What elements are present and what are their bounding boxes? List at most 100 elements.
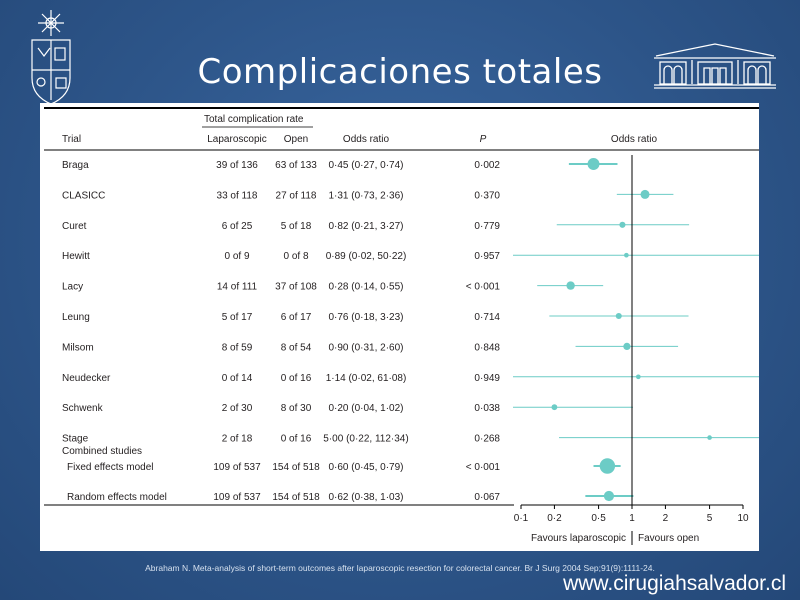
laparoscopic-count: 33 of 118 [217,190,258,201]
laparoscopic-count: 0 of 14 [222,373,253,384]
table-row: Leung 5 of 17 6 of 17 0·76 (0·18, 3·23) 0·71… [62,312,500,323]
laparoscopic-count: 109 of 537 [213,462,261,473]
favours-right-label: Favours open [638,533,699,544]
trial-name: Stage [62,434,89,445]
table-row: Curet 6 of 25 5 of 18 0·82 (0·21, 3·27) 0·77… [62,221,500,232]
p-value: 0·370 [474,190,500,201]
x-tick-label: 2 [663,513,669,524]
column-header-odds-ratio: Odds ratio [343,134,390,145]
favours-left-label: Favours laparoscopic [531,533,626,544]
open-count: 27 of 118 [276,190,317,201]
laparoscopic-count: 109 of 537 [213,492,261,503]
x-tick-label: 0·2 [547,513,562,524]
trial-name: Milsom [62,342,94,353]
odds-ratio-ci: 0·90 (0·31, 2·60) [328,342,403,353]
odds-ratio-ci: 0·76 (0·18, 3·23) [328,312,403,323]
table-row: Stage 2 of 18 0 of 16 5·00 (0·22, 112·34) 0·… [62,434,500,445]
odds-ratio-ci: 0·62 (0·38, 1·03) [328,492,403,503]
trial-name: Hewitt [62,251,90,262]
point-estimate [707,435,712,440]
p-value: 0·268 [474,434,500,445]
trial-name: Curet [62,221,87,232]
point-estimate [587,158,600,170]
point-estimate [566,281,575,290]
point-estimate [599,458,616,474]
combined-studies-label: Combined studies [62,446,142,457]
column-header-laparoscopic: Laparoscopic [207,134,266,145]
trial-name: Random effects model [67,492,167,503]
x-tick-label: 10 [737,513,749,524]
point-estimate [551,404,558,411]
table-row: Schwenk 2 of 30 8 of 30 0·20 (0·04, 1·02) 0·… [62,403,500,414]
laparoscopic-count: 5 of 17 [222,312,253,323]
university-crest-logo [31,10,71,105]
odds-ratio-ci: 0·28 (0·14, 0·55) [328,282,403,293]
open-count: 6 of 17 [281,312,312,323]
p-value: < 0·001 [466,282,501,293]
point-estimate [640,189,650,199]
open-count: 8 of 30 [281,403,312,414]
p-value: 0·038 [474,403,500,414]
slide-title: Complicaciones totales [197,52,603,92]
table-row: Hewitt 0 of 9 0 of 8 0·89 (0·02, 50·22) 0·95… [62,251,500,262]
table-row: Fixed effects model 109 of 537 154 of 518 0… [67,462,500,473]
odds-ratio-ci: 1·31 (0·73, 2·36) [328,190,403,201]
odds-ratio-ci: 0·82 (0·21, 3·27) [328,221,403,232]
point-estimate [623,342,631,351]
column-header-trial: Trial [62,134,81,145]
table-row: Lacy 14 of 111 37 of 108 0·28 (0·14, 0·55) <… [62,282,500,293]
odds-ratio-ci: 0·60 (0·45, 0·79) [328,462,403,473]
trial-name: Schwenk [62,403,104,414]
point-estimate [619,221,626,228]
p-value: < 0·001 [466,462,501,473]
open-count: 8 of 54 [281,342,312,353]
open-count: 154 of 518 [272,492,320,503]
forest-plot-panel: Total complication rate Trial Laparoscop… [40,103,759,551]
point-estimate [624,252,629,258]
laparoscopic-count: 2 of 18 [222,434,253,445]
trial-name: Leung [62,312,90,323]
laparoscopic-count: 6 of 25 [222,221,253,232]
p-value: 0·067 [474,492,500,503]
p-value: 0·949 [474,373,500,384]
odds-ratio-ci: 0·45 (0·27, 0·74) [328,160,403,171]
citation-caption: Abraham N. Meta-analysis of short-term o… [145,563,655,573]
trial-name: Braga [62,160,89,171]
x-tick-label: 1 [629,513,635,524]
point-estimate [635,374,641,380]
trial-name: CLASICC [62,190,105,201]
p-value: 0·957 [474,251,500,262]
open-count: 37 of 108 [275,282,317,293]
open-count: 154 of 518 [272,462,320,473]
column-header-p: P [480,134,487,145]
open-count: 0 of 16 [281,434,312,445]
p-value: 0·779 [474,221,500,232]
point-estimate [603,490,615,502]
trial-name: Lacy [62,282,83,293]
group-header: Total complication rate [204,114,304,125]
p-value: 0·002 [474,160,500,171]
odds-ratio-ci: 0·89 (0·02, 50·22) [326,251,407,262]
odds-ratio-ci: 5·00 (0·22, 112·34) [323,434,408,445]
plot-title: Odds ratio [611,134,658,145]
open-count: 0 of 8 [283,251,308,262]
odds-ratio-ci: 0·20 (0·04, 1·02) [328,403,403,414]
trial-name: Fixed effects model [67,462,154,473]
open-count: 63 of 133 [275,160,317,171]
x-tick-label: 5 [707,513,713,524]
trial-name: Neudecker [62,373,111,384]
x-tick-label: 0·1 [514,513,529,524]
hospital-building-logo [654,43,776,89]
column-header-open: Open [284,134,308,145]
laparoscopic-count: 0 of 9 [224,251,249,262]
table-row: CLASICC 33 of 118 27 of 118 1·31 (0·73, 2·3… [62,190,500,201]
open-count: 0 of 16 [281,373,312,384]
odds-ratio-ci: 1·14 (0·02, 61·08) [326,373,407,384]
forest-plot: Total complication rate Trial Laparoscop… [44,107,759,545]
open-count: 5 of 18 [281,221,312,232]
table-row: Milsom 8 of 59 8 of 54 0·90 (0·31, 2·60) 0·8… [62,342,500,353]
table-row: Neudecker 0 of 14 0 of 16 1·14 (0·02, 61·08… [62,373,500,384]
table-row: Random effects model 109 of 537 154 of 518… [67,492,500,503]
table-row: Braga 39 of 136 63 of 133 0·45 (0·27, 0·74)… [62,160,500,171]
laparoscopic-count: 39 of 136 [216,160,258,171]
